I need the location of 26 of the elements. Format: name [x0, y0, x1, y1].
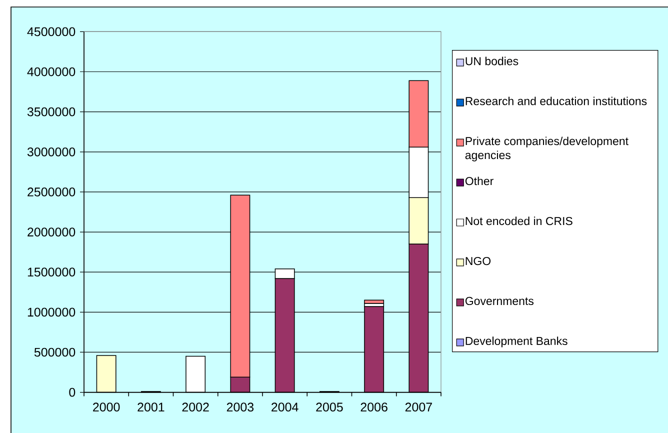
y-tick-label: 3000000: [27, 147, 76, 156]
y-tick-label: 4500000: [27, 27, 76, 36]
x-tick-label: 2005: [316, 402, 343, 412]
legend-label: Not encoded in CRIS: [466, 216, 572, 226]
y-tick-label: 1500000: [28, 268, 76, 277]
x-tick-label: 2000: [93, 402, 120, 412]
x-tick-label: 2003: [226, 402, 254, 412]
x-tick-label: 2004: [272, 402, 298, 412]
x-tick-label: 2001: [138, 402, 164, 412]
legend-label: UN bodies: [466, 56, 518, 66]
y-tick-label: 500000: [34, 348, 76, 357]
legend-label: Development Banks: [466, 336, 568, 348]
legend-label: Governments: [465, 296, 534, 306]
y-tick-label: 1000000: [28, 308, 76, 317]
legend-label: NGO: [466, 256, 491, 266]
legend-label: Private companies/development agencies: [465, 136, 628, 162]
x-tick-label: 2006: [360, 402, 388, 412]
legend-label: Other: [465, 176, 494, 186]
x-tick-label: 2007: [405, 402, 432, 412]
y-tick-label: 0: [69, 388, 76, 397]
y-tick-label: 3500000: [27, 107, 76, 116]
legend-label: Research and education institutions: [466, 96, 647, 106]
y-tick-label: 4000000: [27, 67, 76, 76]
y-tick-label: 2500000: [28, 188, 76, 196]
y-tick-label: 2000000: [28, 228, 76, 236]
x-tick-label: 2002: [182, 402, 209, 412]
